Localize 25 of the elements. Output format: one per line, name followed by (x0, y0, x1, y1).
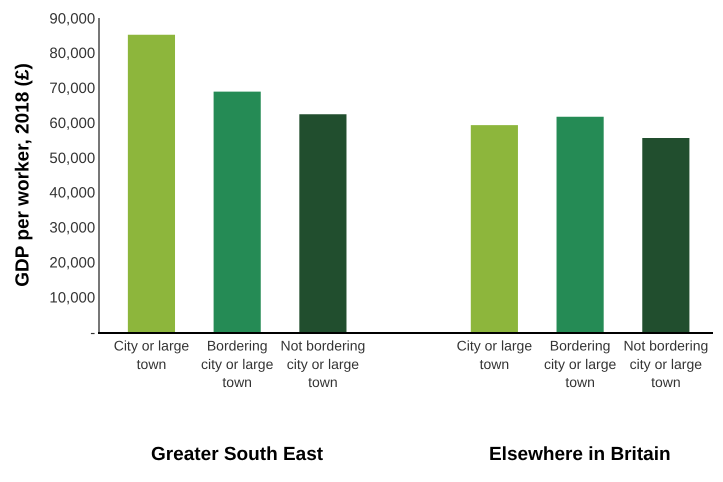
bar (470, 125, 518, 332)
y-axis-title: GDP per worker, 2018 (£) (12, 63, 34, 287)
y-tick-label: 30,000 (49, 220, 96, 237)
y-tick-label: 60,000 (49, 114, 96, 132)
bar (299, 114, 346, 332)
y-tick-label: - (90, 324, 96, 342)
x-tick-label: City or large town (456, 338, 532, 372)
x-tick-label: Not bordering city or large town (280, 338, 366, 390)
y-tick-label: 80,000 (49, 45, 96, 62)
y-tick-label: 70,000 (49, 80, 96, 98)
y-tick-label: 50,000 (49, 150, 96, 167)
x-tick-label: Bordering city or large town (200, 338, 274, 390)
bar (214, 92, 261, 332)
x-tick-label: Bordering city or large town (544, 338, 617, 390)
y-tick-label: 10,000 (49, 289, 96, 306)
text: Greater South East (151, 444, 324, 465)
bar (556, 116, 604, 332)
y-tick-label: 90,000 (49, 10, 96, 28)
x-tick-label: Not bordering city or large town (623, 338, 708, 390)
bar (642, 138, 690, 332)
text: Elsewhere in Britain (489, 444, 671, 465)
y-tick-label: 20,000 (49, 254, 96, 272)
x-tick-label: City or large town (114, 338, 190, 372)
y-tick-label: 40,000 (49, 184, 96, 202)
bar (128, 34, 176, 332)
